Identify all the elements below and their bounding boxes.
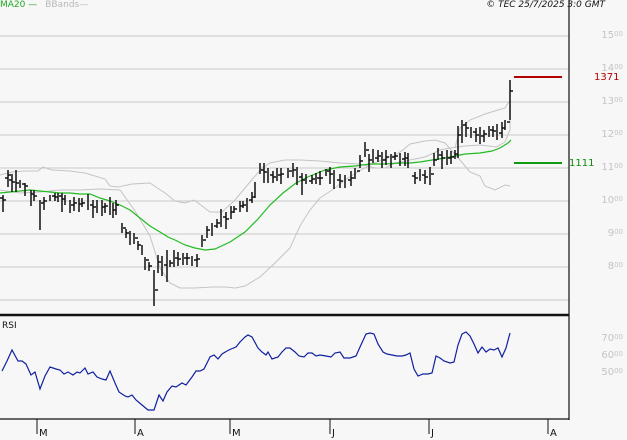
x-axis-tick-label: A [550,428,557,439]
x-axis-tick-label: A [137,428,144,439]
bbands-upper-line [0,100,511,213]
x-axis-tick-label: M [232,428,241,439]
price-axis-label: 1500 [601,30,623,41]
price-axis-label: 1400 [601,63,623,74]
price-axis-label: 800 [607,261,623,272]
price-axis-label: 1300 [601,96,623,107]
price-axis-label: 1200 [601,129,623,140]
copyright-timestamp: © TEC 25/7/2025 3:0 GMT [486,0,605,10]
x-axis [0,418,570,434]
x-axis-tick-label: M [39,428,48,439]
bbands-upper-line-2 [454,99,511,149]
ohlc-bars [0,80,513,306]
price-gridlines [0,35,569,301]
chart-legend: MA20 — BBands— [0,0,88,10]
support-label: 1111 [569,158,595,169]
rsi-axis-label: 6000 [601,350,623,361]
resistance-label: 1371 [594,72,620,83]
price-axis-label: 900 [607,228,623,239]
price-axis-label: 1000 [601,195,623,206]
x-axis-tick-label: J [332,428,335,439]
legend-bbands: BBands— [45,0,89,10]
x-axis-tick-label: J [431,428,434,439]
rsi-axis-label: 7000 [601,333,623,344]
rsi-line [1,331,511,411]
price-axis-label: 1100 [601,162,623,173]
legend-ma20: MA20 — [0,0,38,10]
rsi-axis-label: 5000 [601,367,623,378]
rsi-panel-title: RSI [2,321,17,331]
bbands-lower-line [0,139,511,289]
